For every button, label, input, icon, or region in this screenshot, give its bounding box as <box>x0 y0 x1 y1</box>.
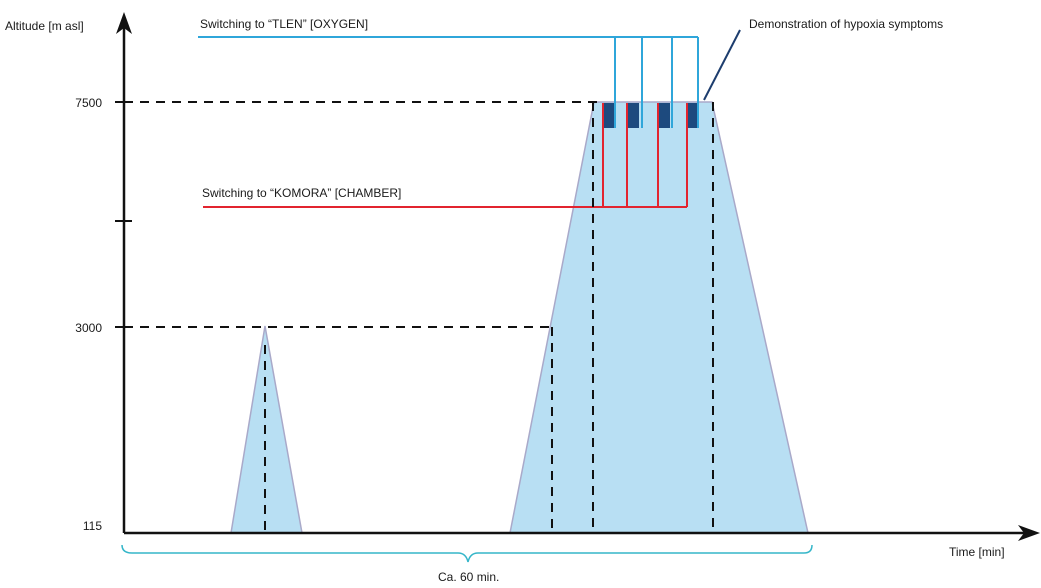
hypoxia-block <box>658 103 670 128</box>
dashed-reference-lines <box>124 101 714 533</box>
hypoxia-block <box>627 103 639 128</box>
hypoxia-demo-label: Demonstration of hypoxia symptoms <box>749 17 944 31</box>
x-axis-arrow <box>1018 525 1040 541</box>
y-tick-label-115: 115 <box>82 519 102 533</box>
hypoxia-block <box>687 103 699 128</box>
hypoxia-blocks <box>603 103 699 128</box>
chamber-switch-label: Switching to “KOMORA” [CHAMBER] <box>202 186 402 200</box>
axes <box>122 22 1030 535</box>
oxygen-switch-lines <box>198 36 699 128</box>
small-ascent-profile <box>230 325 303 534</box>
y-tick-marks <box>115 101 132 328</box>
chamber-switch-lines <box>203 103 688 208</box>
hypoxia-pointer-line <box>703 29 741 101</box>
y-tick-label-7500: 7500 <box>75 96 102 110</box>
duration-label: Ca. 60 min. <box>438 570 500 584</box>
duration-brace <box>121 544 813 563</box>
y-axis-label: Altitude [m asl] <box>5 19 84 33</box>
hypoxia-block <box>603 103 615 128</box>
y-tick-label-3000: 3000 <box>75 321 102 335</box>
x-axis-label: Time [min] <box>949 545 1005 559</box>
y-axis-arrow <box>116 12 132 34</box>
oxygen-switch-label: Switching to “TLEN” [OXYGEN] <box>200 17 369 31</box>
